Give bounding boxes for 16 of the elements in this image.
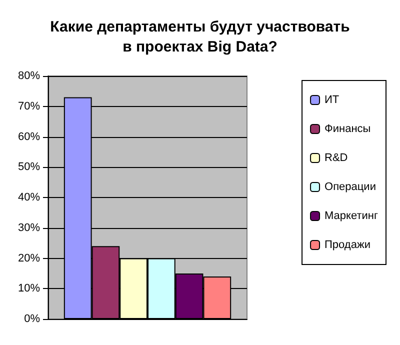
legend-label: Маркетинг bbox=[324, 210, 378, 222]
y-tick-label: 10% bbox=[18, 282, 40, 295]
y-tick-label: 70% bbox=[18, 100, 40, 112]
legend-label: Операции bbox=[324, 181, 376, 193]
legend-label: R&D bbox=[324, 152, 348, 164]
y-tick-label: 50% bbox=[18, 161, 40, 174]
chart-title: Какие департаменты будут участвовать в проектах Big Data? bbox=[50, 18, 350, 56]
y-tick-label: 20% bbox=[18, 252, 40, 264]
y-tick-label: 80% bbox=[18, 70, 40, 82]
y-tick-label: 0% bbox=[24, 313, 40, 325]
y-tick-label: 30% bbox=[18, 222, 40, 234]
legend-label: Финансы bbox=[324, 123, 371, 135]
y-tick-label: 60% bbox=[18, 130, 40, 143]
legend-label: Продажи bbox=[324, 239, 370, 251]
y-tick-label: 40% bbox=[18, 192, 40, 204]
legend-label: ИТ bbox=[324, 94, 340, 106]
